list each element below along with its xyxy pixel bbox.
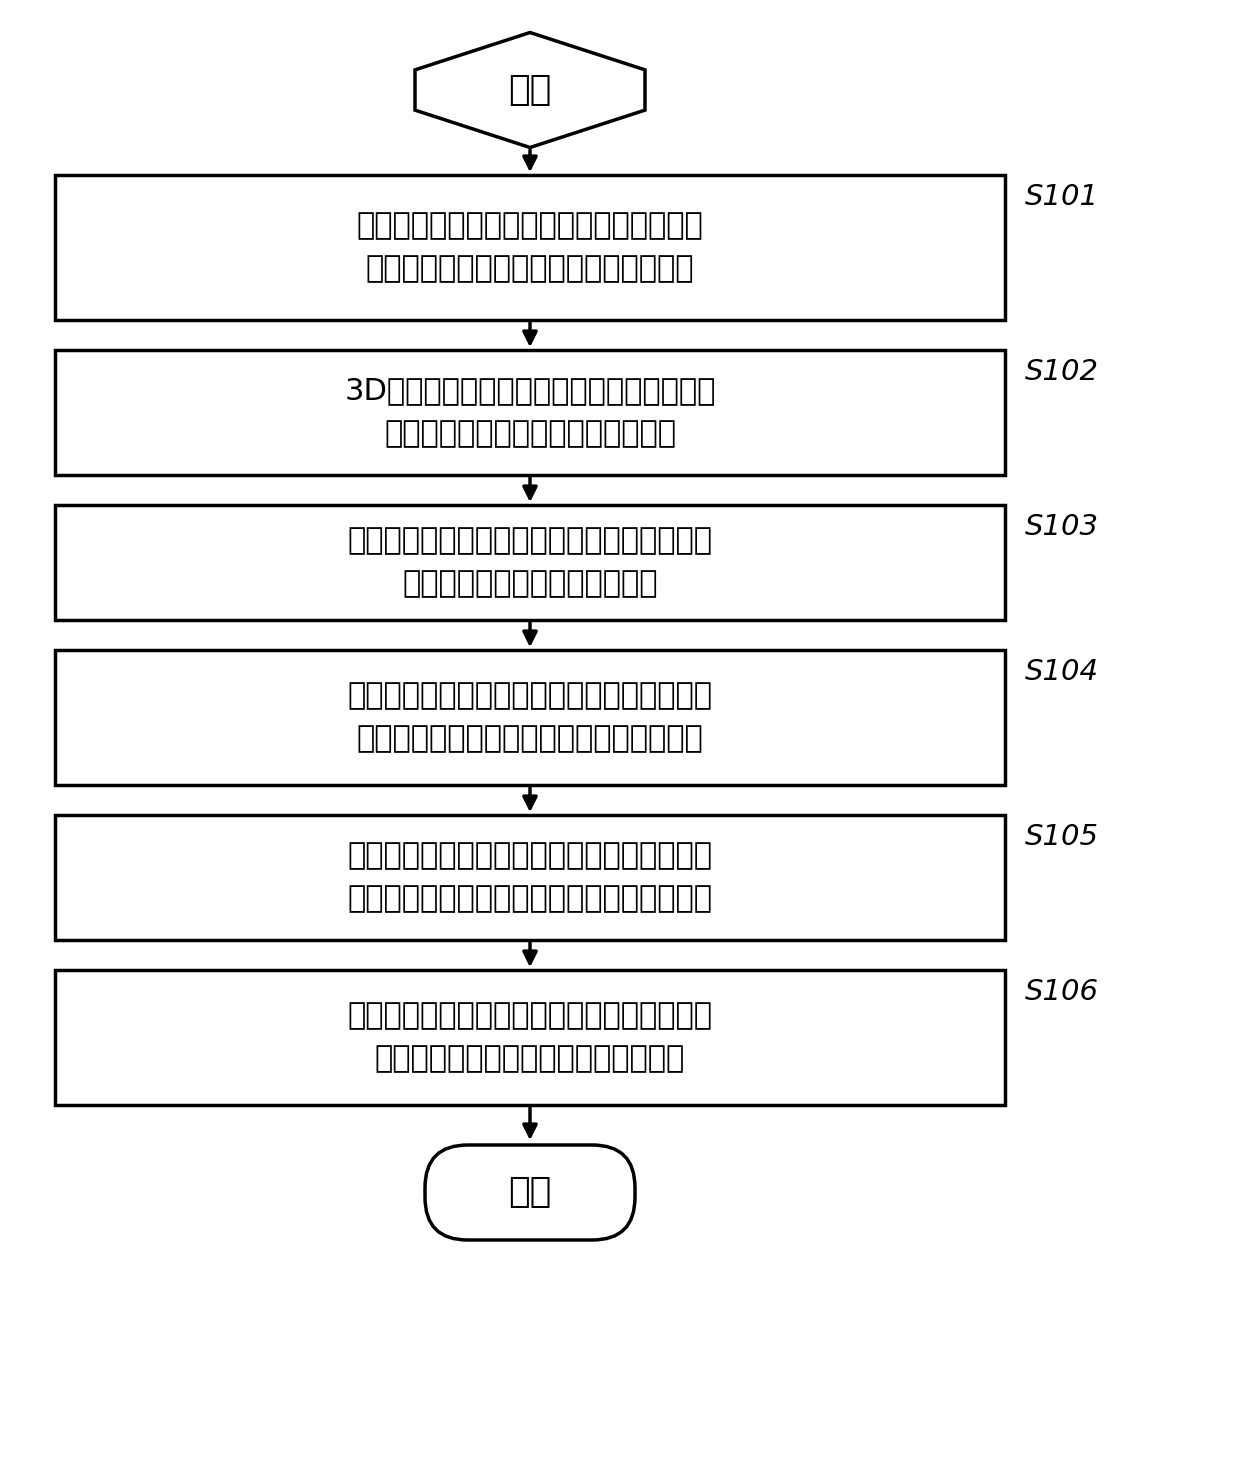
Text: 计算机对非连续结构体的扫描结果进行数字
重构，获得非连续结构体的三维数字模型: 计算机对非连续结构体的扫描结果进行数字 重构，获得非连续结构体的三维数字模型 — [357, 212, 703, 284]
Text: 3D打印机根据三维数字模型进行打印，得到
多个相同且透明的三维物理光弹模型: 3D打印机根据三维数字模型进行打印，得到 多个相同且透明的三维物理光弹模型 — [345, 376, 715, 448]
Bar — [55, 970, 1004, 1105]
Polygon shape — [415, 32, 645, 147]
Text: 三轴加载装置通过温筱对多个三维物理光弹模
型保持相同的加载条件，进行应力冻结实验: 三轴加载装置通过温筱对多个三维物理光弹模 型保持相同的加载条件，进行应力冻结实验 — [347, 682, 713, 754]
Text: 温筱对多个三维物理光弹模型进行处理，使多
个三维物理光弹模型的性质稳定: 温筱对多个三维物理光弹模型进行处理，使多 个三维物理光弹模型的性质稳定 — [347, 526, 713, 598]
Bar — [55, 650, 1004, 785]
FancyBboxPatch shape — [425, 1145, 635, 1241]
Text: S106: S106 — [1025, 978, 1099, 1005]
Bar — [55, 506, 1004, 620]
Text: S103: S103 — [1025, 513, 1099, 541]
Text: S102: S102 — [1025, 359, 1099, 387]
Bar — [55, 350, 1004, 475]
Text: 结束: 结束 — [508, 1176, 552, 1210]
Text: 开始: 开始 — [508, 74, 552, 107]
Text: S105: S105 — [1025, 823, 1099, 851]
Text: 计算机对应力条纹分布进行处理，得到三维物
理光弹模型内各个点的三维最大剪应力: 计算机对应力条纹分布进行处理，得到三维物 理光弹模型内各个点的三维最大剪应力 — [347, 1001, 713, 1073]
Text: S104: S104 — [1025, 659, 1099, 686]
Bar — [55, 814, 1004, 939]
Bar — [55, 175, 1004, 320]
Text: 切片机对进行应力冻结实验之后的三维物理光
弹模型进行切片，得到三个正交平面二维切片: 切片机对进行应力冻结实验之后的三维物理光 弹模型进行切片，得到三个正交平面二维切… — [347, 842, 713, 913]
Text: S101: S101 — [1025, 182, 1099, 212]
